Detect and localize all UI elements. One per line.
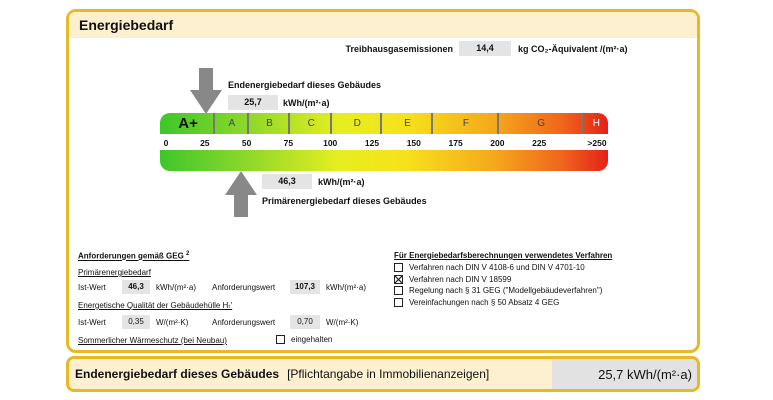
primary-energy-value: 46,3 bbox=[262, 174, 312, 189]
checked-checkbox-icon bbox=[394, 274, 403, 284]
footer-text-row: Endenergiebedarf dieses Gebäudes [Pflich… bbox=[75, 367, 489, 381]
method-label: Regelung nach § 31 GEG ("Modellgebäudeve… bbox=[409, 286, 603, 295]
panel-header: Energiebedarf bbox=[69, 12, 697, 38]
envelope-req-value: 0,70 bbox=[290, 315, 320, 329]
energy-class-a-plus: A+ bbox=[178, 115, 198, 132]
methods-title: Für Energiebedarfsberechnungen verwendet… bbox=[394, 251, 613, 260]
envelope-title: Energetische Qualität der Gebäudehülle H… bbox=[78, 301, 233, 310]
emissions-unit: kg CO₂-Äquivalent /(m²·a) bbox=[518, 44, 628, 54]
primary-req-label: Anforderungswert bbox=[212, 283, 276, 292]
checkbox-icon bbox=[394, 286, 403, 296]
footer-value: 25,7 kWh/(m²·a) bbox=[598, 367, 692, 382]
scale-tick-label: 125 bbox=[364, 138, 380, 148]
end-energy-arrow-icon bbox=[190, 68, 222, 114]
primary-ist-value: 46,3 bbox=[122, 280, 150, 294]
checkbox-icon bbox=[394, 297, 403, 307]
summer-checkbox[interactable]: eingehalten bbox=[276, 335, 333, 345]
methods-list: Verfahren nach DIN V 4108-6 und DIN V 47… bbox=[394, 262, 602, 308]
end-energy-label: Endenergiebedarf dieses Gebäudes bbox=[228, 80, 382, 90]
method-label: Verfahren nach DIN V 4108-6 und DIN V 47… bbox=[409, 263, 585, 272]
scale-tick-label: 75 bbox=[283, 138, 294, 148]
primary-req-value: 107,3 bbox=[290, 280, 320, 294]
checkbox-icon bbox=[276, 335, 285, 345]
scale-tick-label: 100 bbox=[323, 138, 338, 148]
requirements-title-text: Anforderungen gemäß GEG bbox=[78, 251, 184, 261]
energy-class-b: B bbox=[246, 113, 291, 134]
envelope-req-unit: W/(m²·K) bbox=[326, 318, 359, 327]
primary-ist-label: Ist-Wert bbox=[78, 283, 106, 292]
envelope-ist-label: Ist-Wert bbox=[78, 318, 106, 327]
primary-energy-unit: kWh/(m²·a) bbox=[318, 177, 365, 187]
primary-energy-label: Primärenergiebedarf dieses Gebäudes bbox=[262, 196, 427, 206]
summer-check-label: eingehalten bbox=[291, 335, 333, 344]
footer-label: Endenergiebedarf dieses Gebäudes bbox=[75, 367, 280, 381]
energy-class-d: D bbox=[330, 113, 382, 134]
primary-title: Primärenergiebedarf bbox=[78, 268, 151, 277]
energy-class-a: A bbox=[213, 113, 248, 134]
summer-label: Sommerlicher Wärmeschutz (bei Neubau) bbox=[78, 336, 227, 345]
emissions-label: Treibhausgasemissionen bbox=[345, 44, 453, 54]
footnote-mark: 2 bbox=[186, 251, 190, 257]
envelope-ist-unit: W/(m²·K) bbox=[156, 318, 189, 327]
footer-value-box: 25,7 kWh/(m²·a) bbox=[552, 359, 697, 389]
energy-scale-bar-lower bbox=[160, 150, 608, 171]
scale-tick-label: 175 bbox=[448, 138, 463, 148]
envelope-ist-value: 0,35 bbox=[122, 315, 150, 329]
checkbox-icon bbox=[394, 263, 403, 273]
emissions-value: 14,4 bbox=[459, 41, 511, 56]
energy-scale-bar: A+ A B C D E F G H bbox=[160, 113, 608, 134]
energy-class-h: H bbox=[581, 113, 608, 134]
scale-tick-label: 50 bbox=[241, 138, 252, 148]
primary-ist-unit: kWh/(m²·a) bbox=[156, 283, 196, 292]
energy-class-g: G bbox=[497, 113, 583, 134]
footer-summary: Endenergiebedarf dieses Gebäudes [Pflich… bbox=[66, 356, 700, 392]
scale-tick-label: >250 bbox=[587, 138, 607, 148]
energy-class-c: C bbox=[288, 113, 332, 134]
scale-tick-label: 200 bbox=[490, 138, 505, 148]
envelope-req-label: Anforderungswert bbox=[212, 318, 276, 327]
panel-title: Energiebedarf bbox=[79, 17, 174, 33]
method-label: Verfahren nach DIN V 18599 bbox=[409, 274, 512, 284]
footer-note: [Pflichtangabe in Immobilienanzeigen] bbox=[287, 367, 490, 381]
scale-tick-label: 25 bbox=[200, 138, 210, 148]
method-label: Vereinfachungen nach § 50 Absatz 4 GEG bbox=[409, 297, 560, 307]
energy-class-f: F bbox=[430, 113, 500, 134]
requirements-title: Anforderungen gemäß GEG 2 bbox=[78, 251, 189, 261]
method-option[interactable]: Vereinfachungen nach § 50 Absatz 4 GEG bbox=[394, 297, 602, 309]
scale-tick-label: 0 bbox=[163, 138, 169, 148]
method-option[interactable]: Verfahren nach DIN V 4108-6 und DIN V 47… bbox=[394, 262, 602, 274]
end-energy-value: 25,7 bbox=[228, 95, 278, 110]
end-energy-unit: kWh/(m²·a) bbox=[283, 98, 330, 108]
method-option[interactable]: Regelung nach § 31 GEG ("Modellgebäudeve… bbox=[394, 285, 602, 297]
energy-class-e: E bbox=[380, 113, 432, 134]
scale-tick-label: 150 bbox=[406, 138, 421, 148]
primary-req-unit: kWh/(m²·a) bbox=[326, 283, 366, 292]
scale-tick-label: 225 bbox=[532, 138, 547, 148]
method-option[interactable]: Verfahren nach DIN V 18599 bbox=[394, 274, 602, 286]
energy-panel bbox=[66, 9, 700, 353]
primary-energy-arrow-icon bbox=[225, 171, 257, 217]
